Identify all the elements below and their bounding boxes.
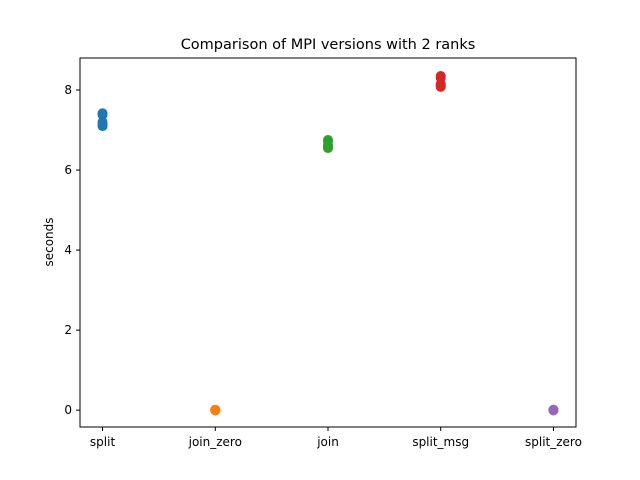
- point-join-4: [323, 135, 333, 146]
- x-axis: split join_zero join split_msg split_zero: [90, 427, 582, 449]
- plot-frame: [79, 57, 577, 428]
- data-points: [97, 71, 559, 416]
- y-tick-label-0: 0: [64, 403, 72, 417]
- x-tick-label-join_zero: join_zero: [188, 435, 242, 449]
- y-tick-label-2: 2: [64, 323, 72, 337]
- chart-title: Comparison of MPI versions with 2 ranks: [181, 37, 476, 53]
- x-tick-label-join: join: [316, 435, 339, 449]
- y-tick-label-6: 6: [64, 163, 72, 177]
- point-split-4: [97, 108, 108, 119]
- x-tick-label-split: split: [90, 435, 116, 449]
- point-join_zero-4: [210, 405, 221, 416]
- y-tick-label-4: 4: [64, 243, 72, 257]
- x-tick-label-split_msg: split_msg: [412, 435, 469, 449]
- y-axis-label: seconds: [42, 217, 56, 266]
- point-split-2: [97, 117, 108, 128]
- x-tick-label-split_zero: split_zero: [525, 435, 582, 449]
- point-split_zero-4: [548, 405, 559, 416]
- point-split_msg-4: [435, 71, 446, 82]
- y-tick-label-8: 8: [64, 83, 72, 97]
- y-axis: 0 2 4 6 8: [64, 83, 80, 417]
